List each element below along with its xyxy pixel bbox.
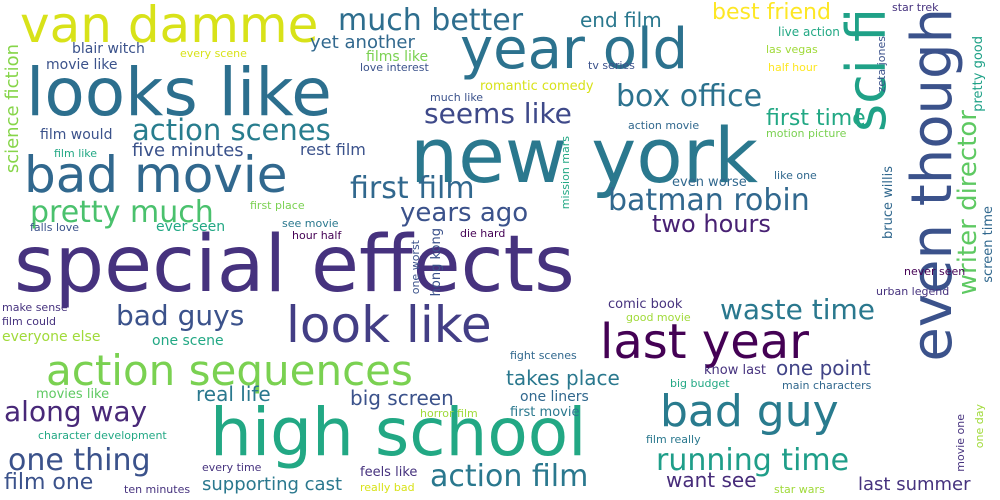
word-big-budget: big budget — [670, 377, 730, 390]
word-live-action: live action — [778, 25, 840, 39]
word-end-film: end film — [580, 8, 662, 32]
word-first-movie: first movie — [510, 405, 580, 420]
word-film-really: film really — [646, 433, 701, 446]
word-takes-place: takes place — [506, 366, 620, 390]
word-hour-half: hour half — [292, 229, 342, 242]
word-best-friend: best friend — [712, 0, 831, 25]
word-screen-time: screen time — [981, 206, 996, 283]
word-one-day: one day — [973, 404, 986, 449]
word-movie-like: movie like — [46, 57, 118, 73]
word-seems-like: seems like — [424, 97, 572, 130]
word-first-place: first place — [250, 199, 305, 212]
word-know-last: know last — [704, 363, 766, 378]
word-films-like: films like — [366, 49, 429, 65]
word-look-like: look like — [286, 296, 492, 354]
word-everyone-else: everyone else — [2, 329, 101, 345]
word-las-vegas: las vegas — [766, 43, 818, 56]
word-really-bad: really bad — [360, 481, 415, 494]
word-ever-seen: ever seen — [156, 219, 226, 235]
word-every-scene: every scene — [180, 47, 247, 60]
word-good-movie: good movie — [626, 311, 691, 324]
word-batman-robin: batman robin — [608, 183, 810, 218]
word-bruce-willis: bruce willis — [881, 166, 896, 239]
word-much-like: much like — [430, 91, 484, 104]
word-one-thing: one thing — [8, 443, 151, 478]
word-blair-witch: blair witch — [72, 41, 145, 57]
word-one-scene: one scene — [152, 333, 224, 349]
word-fight-scenes: fight scenes — [510, 349, 577, 362]
word-zeta-jones: zeta jones — [875, 36, 888, 93]
word-pretty-good: pretty good — [971, 36, 986, 112]
word-never-seen: never seen — [904, 265, 966, 278]
word-hong-kong: hong kong — [429, 228, 444, 297]
word-movies-like: movies like — [36, 387, 110, 402]
word-along-way: along way — [4, 395, 148, 428]
word-half-hour: half hour — [768, 61, 818, 74]
word-special-effects: special effects — [14, 220, 575, 310]
word-one-worst: one worst — [409, 240, 422, 295]
word-motion-picture: motion picture — [766, 127, 847, 140]
word-bad-guys: bad guys — [116, 299, 245, 332]
word-main-characters: main characters — [782, 379, 872, 392]
word-supporting-cast: supporting cast — [202, 474, 343, 495]
word-feels-like: feels like — [360, 465, 418, 480]
word-running-time: running time — [656, 443, 850, 478]
word-film-could: film could — [2, 315, 56, 328]
word-new-york: new york — [410, 111, 758, 200]
word-yet-another: yet another — [310, 32, 415, 53]
word-van-damme: van damme — [20, 0, 319, 54]
word-character-development: character development — [38, 429, 167, 442]
word-action-scenes: action scenes — [132, 113, 331, 147]
word-looks-like: looks like — [26, 54, 332, 131]
word-last-year: last year — [600, 314, 809, 370]
word-action-sequences: action sequences — [46, 346, 413, 395]
word-science-fiction: science fiction — [2, 44, 23, 174]
word-film-would: film would — [40, 127, 113, 143]
word-last-summer: last summer — [858, 474, 971, 495]
word-one-liners: one liners — [520, 389, 589, 405]
word-urban-legend: urban legend — [876, 285, 950, 298]
word-much-better: much better — [338, 3, 524, 38]
word-die-hard: die hard — [460, 227, 506, 240]
word-falls-love: falls love — [30, 221, 80, 234]
word-bad-guy: bad guy — [660, 386, 839, 437]
word-want-see: want see — [666, 468, 757, 492]
word-like-one: like one — [774, 169, 817, 182]
word-ten-minutes: ten minutes — [124, 483, 191, 496]
word-mission-mars: mission mars — [559, 136, 572, 210]
word-action-film: action film — [430, 459, 589, 494]
word-action-movie: action movie — [628, 119, 700, 132]
word-first-time: first time — [766, 106, 866, 131]
word-romantic-comedy: romantic comedy — [480, 79, 594, 94]
word-see-movie: see movie — [282, 217, 339, 230]
word-film-one: film one — [4, 470, 94, 495]
word-comic-book: comic book — [608, 297, 683, 312]
word-rest-film: rest film — [300, 140, 366, 159]
word-every-time: every time — [202, 461, 262, 474]
word-pretty-much: pretty much — [30, 195, 214, 230]
word-real-life: real life — [196, 382, 271, 406]
word-high-school: high school — [210, 394, 587, 471]
word-years-ago: years ago — [400, 198, 529, 228]
word-make-sense: make sense — [2, 301, 68, 314]
word-star-trek: star trek — [892, 1, 939, 14]
word-box-office: box office — [616, 79, 763, 114]
word-one-point: one point — [776, 356, 871, 380]
word-even-worse: even worse — [672, 175, 747, 190]
word-star-wars: star wars — [774, 483, 825, 496]
word-two-hours: two hours — [652, 210, 771, 238]
word-first-film: first film — [350, 171, 475, 206]
word-film-like: film like — [54, 147, 98, 160]
word-year-old: year old — [460, 17, 689, 82]
word-bad-movie: bad movie — [24, 146, 288, 204]
word-waste-time: waste time — [720, 293, 876, 326]
word-movie-one: movie one — [954, 414, 967, 472]
word-love-interest: love interest — [360, 61, 429, 74]
word-horror-film: horror film — [420, 407, 478, 420]
word-big-screen: big screen — [350, 386, 454, 410]
word-tv-series: tv series — [588, 59, 635, 72]
word-five-minutes: five minutes — [132, 140, 244, 161]
